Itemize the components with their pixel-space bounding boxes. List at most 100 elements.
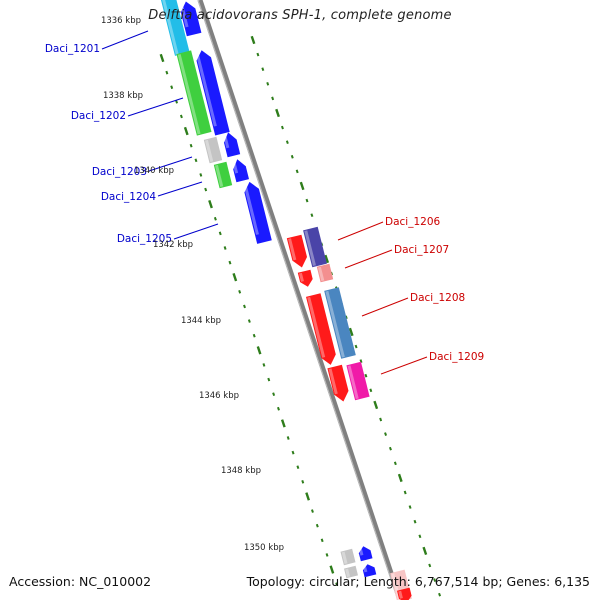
tick-mark-outer [379,417,383,422]
gene-shape[interactable] [286,234,307,268]
tick-mark-outer [299,181,305,191]
tick-mark-inner [159,53,165,63]
gene-block[interactable] [344,565,358,579]
gene-shape[interactable] [327,364,349,402]
leader-line [380,356,428,375]
gene-shape[interactable] [397,587,412,603]
leader-line [157,181,203,197]
tick-mark-outer [403,490,407,495]
tick-mark-inner [204,187,208,192]
gene-block-daci-1208[interactable] [324,287,356,359]
gene-label[interactable]: Daci_1201 [45,43,100,55]
gene-block[interactable] [358,546,373,562]
gene-shape[interactable] [180,1,202,37]
gene-shape[interactable] [344,565,358,579]
tick-mark-inner [175,100,179,104]
gene-gloss [328,368,338,395]
gene-shape[interactable] [213,161,233,189]
tick-mark-inner [252,333,256,338]
tick-mark-outer [428,563,432,568]
leader-line [101,30,149,50]
gene-block-daci-1204[interactable] [213,161,233,189]
gene-label[interactable]: Daci_1207 [394,244,449,256]
gene-block-daci-1201[interactable] [160,0,190,56]
gene-block-daci-1207[interactable] [316,263,334,283]
gene-shape[interactable] [362,564,377,578]
tick-mark-outer [384,432,388,436]
gene-shape[interactable] [224,132,241,158]
gene-label[interactable]: Daci_1204 [101,191,157,203]
gene-block-daci-1206[interactable] [303,226,327,268]
gene-label[interactable]: Daci_1208 [410,292,465,304]
tick-mark-inner [218,231,222,236]
tick-track-inner [159,53,339,586]
kbp-label: 1340 kbp [134,166,174,176]
gene-gloss [195,52,217,127]
gene-shape[interactable] [303,226,327,268]
gene-gloss [232,160,239,174]
tick-mark-inner [325,553,329,557]
gene-shape[interactable] [316,263,334,283]
gene-shape[interactable] [233,159,249,183]
tick-mark-inner [335,582,339,586]
gene-shape[interactable] [196,50,230,136]
gene-block[interactable] [179,1,202,37]
gene-block-daci-1205[interactable] [243,181,272,244]
gene-label[interactable]: Daci_1206 [385,216,441,228]
gene-gloss [307,296,326,358]
gene-shape[interactable] [176,50,212,136]
gene-block[interactable] [297,269,313,287]
backbone-highlight [197,0,399,601]
gene-label[interactable]: Daci_1205 [117,233,172,245]
tick-mark-inner [301,480,305,484]
tick-mark-inner [296,465,300,470]
gene-block-daci-1202[interactable] [176,50,212,136]
tick-mark-outer [256,52,260,57]
tick-mark-inner [315,523,319,528]
gene-shape[interactable] [244,181,272,244]
gene-block[interactable] [362,564,377,578]
kbp-label: 1338 kbp [103,91,143,101]
gene-block[interactable] [286,234,307,268]
tick-mark-outer [348,327,354,337]
tick-mark-outer [266,81,270,86]
gene-shape[interactable] [346,361,370,401]
gene-label[interactable]: Daci_1209 [429,351,484,363]
tick-mark-outer [280,125,284,130]
gene-label[interactable]: Daci_1203 [92,166,147,178]
tick-mark-outer [373,400,379,410]
gene-features [160,0,412,603]
gene-shape[interactable] [160,0,190,56]
gene-block-daci-1203[interactable] [203,136,223,164]
gene-shape[interactable] [340,548,356,566]
tick-mark-outer [295,169,299,174]
gene-block[interactable] [232,159,249,183]
tick-mark-outer [250,35,256,45]
kbp-label: 1342 kbp [153,240,193,250]
gene-block[interactable] [340,548,356,566]
tick-mark-inner [199,173,203,177]
gene-shape[interactable] [306,293,336,365]
gene-shape[interactable] [358,546,373,562]
gene-gloss [347,365,359,400]
gene-gloss [345,568,351,578]
gene-block[interactable] [327,364,349,402]
tick-mark-inner [256,346,262,355]
gene-shape[interactable] [297,269,313,287]
gene-shape[interactable] [324,287,356,359]
kbp-label: 1348 kbp [221,466,261,476]
tick-mark-outer [310,213,314,217]
gene-block[interactable] [306,293,336,365]
gene-shape[interactable] [203,136,223,164]
gene-label[interactable]: Daci_1202 [71,110,126,122]
tick-mark-inner [228,260,232,265]
gene-block[interactable] [195,50,230,136]
leader-line [148,156,193,172]
gene-block[interactable] [397,587,412,603]
tick-mark-inner [311,509,314,513]
gene-block[interactable] [222,132,241,158]
gene-block-daci-1209[interactable] [346,361,370,401]
tick-mark-inner [170,85,174,90]
